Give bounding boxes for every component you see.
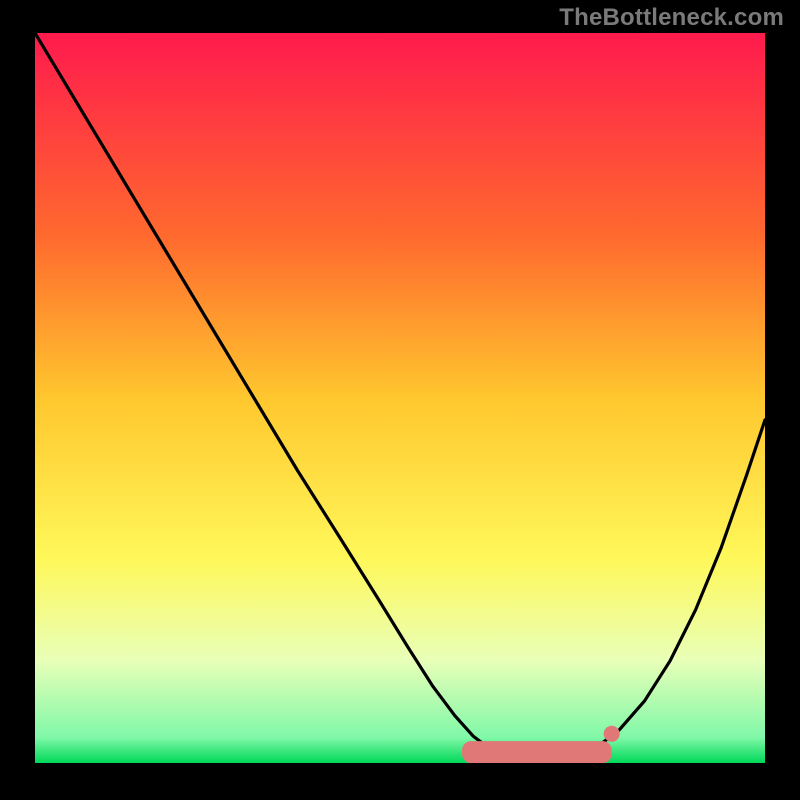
gradient-background — [35, 33, 765, 763]
chart-container: TheBottleneck.com — [0, 0, 800, 800]
watermark-text: TheBottleneck.com — [559, 4, 784, 32]
optimal-end-marker — [604, 726, 620, 742]
optimal-range-bar — [462, 741, 612, 763]
bottleneck-chart — [0, 0, 800, 800]
